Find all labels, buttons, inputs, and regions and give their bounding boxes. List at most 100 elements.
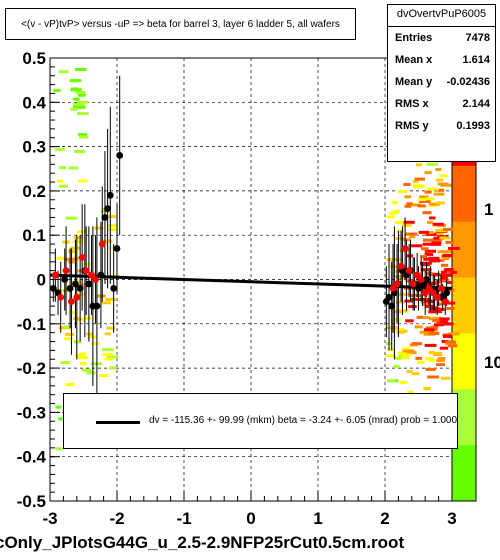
density-cell xyxy=(412,203,422,207)
density-cell xyxy=(424,190,432,194)
density-cell xyxy=(425,367,436,371)
density-cell xyxy=(445,342,457,346)
tick-label: -0.3 xyxy=(17,403,46,422)
fit-legend-text: dv = -115.36 +- 99.99 (mkm) beta = -3.24… xyxy=(149,415,458,426)
density-cell xyxy=(404,299,414,303)
density-cell xyxy=(417,360,425,364)
data-point xyxy=(106,191,114,199)
data-point xyxy=(397,262,405,270)
density-cell xyxy=(395,300,405,304)
data-point xyxy=(92,276,99,283)
density-cell xyxy=(426,281,437,285)
density-cell xyxy=(70,107,78,111)
density-cell xyxy=(386,215,395,219)
density-cell xyxy=(441,263,449,267)
density-cell xyxy=(418,230,429,234)
z-tick-label: 10 xyxy=(484,353,500,372)
density-cell xyxy=(415,163,423,167)
stats-label: RMS x xyxy=(395,98,429,110)
tick-label: 0 xyxy=(37,271,46,290)
density-cell xyxy=(74,105,86,109)
tick-label: -0.4 xyxy=(17,448,47,467)
tick-label: 0.5 xyxy=(22,49,46,68)
stats-row-entries: Entries 7478 xyxy=(388,27,495,49)
data-point xyxy=(57,293,65,301)
density-cell xyxy=(389,211,398,215)
density-cell xyxy=(65,216,78,220)
density-cell xyxy=(70,88,82,92)
density-cell xyxy=(73,236,84,240)
density-cell xyxy=(396,330,405,334)
density-cell xyxy=(418,197,426,201)
density-cell xyxy=(74,150,86,154)
density-cell xyxy=(76,356,89,360)
data-point xyxy=(116,152,124,159)
data-point xyxy=(409,280,417,288)
density-cell xyxy=(439,236,451,240)
density-cell xyxy=(74,67,87,71)
tick-label: 0.2 xyxy=(22,182,46,201)
density-cell xyxy=(426,187,439,191)
density-cell xyxy=(433,236,445,240)
tick-label: 0.1 xyxy=(22,226,46,245)
density-cell xyxy=(410,297,421,301)
density-cell xyxy=(428,202,440,206)
density-cell xyxy=(425,197,435,201)
tick-label: -0.1 xyxy=(17,315,46,334)
density-cell xyxy=(414,177,425,181)
data-point xyxy=(110,284,118,292)
density-cell xyxy=(436,320,449,324)
density-cell xyxy=(404,195,412,199)
density-cell xyxy=(442,257,450,261)
density-cell xyxy=(421,263,431,267)
tick-label: 0.3 xyxy=(22,138,46,157)
density-cell xyxy=(414,325,423,329)
stats-row-mean-y: Mean y -0.02436 xyxy=(388,71,495,93)
density-cell xyxy=(399,380,408,384)
data-point xyxy=(393,280,401,288)
data-point xyxy=(101,214,109,221)
density-cell xyxy=(394,356,402,360)
density-cell xyxy=(420,247,429,251)
density-cell xyxy=(448,344,458,348)
density-cell xyxy=(439,174,448,178)
density-cell xyxy=(446,280,453,284)
density-cell xyxy=(397,189,408,193)
density-cell xyxy=(64,337,73,341)
density-cell xyxy=(64,332,75,336)
stats-box: dvOvertvPuP6005 Entries 7478 Mean x 1.61… xyxy=(387,4,496,162)
density-cell xyxy=(60,360,70,364)
density-cell xyxy=(72,240,84,244)
density-cell xyxy=(398,351,409,355)
density-cell xyxy=(108,215,117,219)
tick-label: 0.4 xyxy=(22,93,46,112)
density-cell xyxy=(435,307,445,311)
density-cell xyxy=(422,238,433,242)
data-point xyxy=(389,284,397,292)
stats-name: dvOvertvPuP6005 xyxy=(388,5,495,27)
density-cell xyxy=(407,390,414,394)
stats-value: -0.02436 xyxy=(446,76,490,88)
density-cell xyxy=(435,229,447,233)
density-cell xyxy=(79,135,89,139)
color-palette-bar: 1 10 xyxy=(451,109,500,502)
density-cell xyxy=(107,224,118,228)
axes: -3 -2 -1 0 1 2 3 -0.5 -0.4 -0.3 -0.2 -0.1 0 0.1 0.2 0.3… xyxy=(17,49,457,528)
stats-value: 0.1993 xyxy=(456,120,490,132)
data-point xyxy=(401,245,409,252)
density-cell xyxy=(94,226,104,230)
density-cell xyxy=(101,348,114,352)
data-point xyxy=(443,289,451,297)
stats-row-rms-y: RMS y 0.1993 xyxy=(388,115,495,137)
density-cell xyxy=(55,405,62,409)
density-cell xyxy=(427,375,440,379)
density-cell xyxy=(54,147,66,151)
density-cell xyxy=(423,257,435,261)
density-cell xyxy=(443,270,451,274)
density-cell xyxy=(430,242,442,246)
density-cell xyxy=(424,299,433,303)
data-point xyxy=(437,284,445,292)
data-point xyxy=(405,267,413,275)
tick-label: -0.5 xyxy=(17,492,46,511)
density-cell xyxy=(108,366,117,370)
